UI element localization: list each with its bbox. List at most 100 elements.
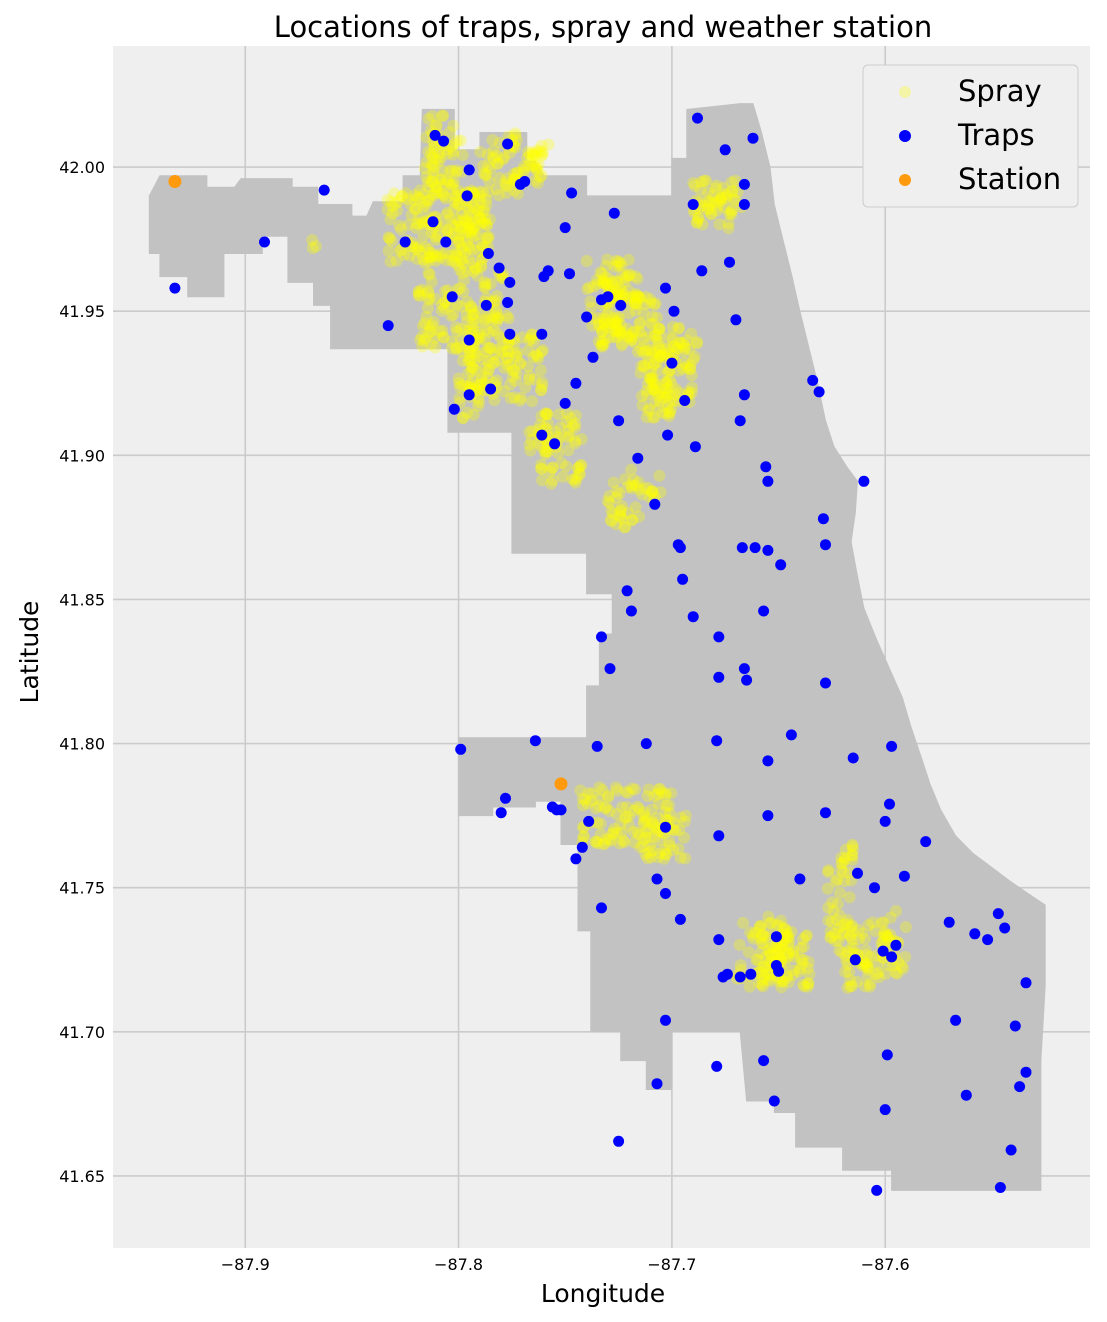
spray-point [487, 323, 500, 336]
spray-point [609, 318, 622, 331]
spray-point [655, 786, 668, 799]
spray-point [416, 283, 429, 296]
spray-point [838, 852, 851, 864]
trap-point [741, 674, 753, 686]
spray-point [471, 269, 484, 282]
spray-point [482, 230, 495, 243]
spray-point [417, 253, 429, 266]
spray-point [447, 308, 460, 321]
spray-point [714, 194, 727, 207]
spray-point [450, 341, 463, 354]
spray-point [456, 149, 469, 161]
spray-point [592, 312, 605, 324]
spray-point [460, 200, 472, 213]
spray-point [610, 325, 623, 338]
trap-point [429, 129, 441, 141]
trap-point [687, 611, 699, 623]
trap-point [794, 873, 806, 885]
spray-point [463, 325, 476, 338]
spray-point [446, 335, 459, 348]
spray-point [622, 253, 635, 266]
spray-point [477, 353, 490, 366]
spray-point [646, 485, 659, 498]
spray-point [602, 789, 615, 802]
spray-point [827, 904, 840, 917]
spray-point [614, 510, 627, 523]
spray-point [577, 831, 590, 843]
spray-point [782, 947, 795, 960]
spray-point [830, 914, 843, 926]
spray-point [788, 950, 801, 963]
spray-point [545, 477, 558, 490]
trap-point [651, 1078, 663, 1090]
spray-point [470, 364, 483, 377]
spray-point [659, 806, 672, 819]
spray-point [787, 964, 800, 977]
spray-point [591, 837, 604, 850]
trap-point [604, 663, 616, 675]
trap-point [1009, 1020, 1021, 1032]
spray-point [628, 836, 641, 849]
spray-point [626, 782, 639, 795]
spray-point [646, 371, 659, 384]
spray-point [576, 792, 589, 805]
spray-point [408, 189, 421, 201]
spray-point [756, 960, 769, 973]
spray-point [532, 352, 545, 365]
chart-title: Locations of traps, spray and weather st… [274, 10, 932, 44]
spray-point [839, 949, 852, 962]
spray-point [638, 806, 651, 819]
spray-point [692, 211, 705, 224]
spray-point [463, 203, 476, 216]
spray-point [639, 831, 652, 844]
spray-point [468, 355, 481, 368]
spray-point [394, 244, 407, 257]
spray-point [737, 916, 749, 929]
trap-point [674, 542, 686, 554]
spray-point [440, 209, 453, 221]
spray-point [538, 445, 551, 458]
spray-point [642, 351, 655, 364]
trap-point [881, 1049, 893, 1061]
spray-point [480, 168, 493, 181]
spray-point [614, 324, 627, 337]
spray-point [596, 784, 609, 796]
spray-point [862, 970, 874, 983]
spray-point [659, 813, 672, 826]
spray-point [801, 962, 814, 975]
spray-point [465, 365, 478, 378]
spray-point [599, 837, 611, 850]
spray-point [658, 852, 671, 865]
spray-point [467, 208, 480, 221]
spray-point [679, 809, 692, 822]
trap-point [879, 1104, 891, 1116]
spray-point [531, 165, 544, 178]
spray-point [756, 980, 769, 993]
spray-point [412, 285, 425, 298]
spray-point [483, 213, 496, 226]
spray-point [597, 838, 609, 851]
spray-point [822, 914, 835, 927]
trap-point [886, 951, 898, 963]
spray-point [651, 811, 664, 824]
spray-point [451, 164, 463, 177]
spray-point [715, 191, 728, 204]
spray-point [421, 193, 434, 206]
spray-point [554, 421, 567, 434]
trap-point [692, 112, 703, 124]
spray-point [607, 325, 620, 338]
spray-point [777, 943, 790, 956]
station-series [168, 175, 568, 791]
trap-point [485, 383, 497, 395]
trap-point [482, 248, 494, 259]
spray-point [428, 141, 441, 154]
spray-point [678, 815, 691, 828]
spray-point [479, 312, 492, 325]
spray-point [450, 248, 462, 261]
spray-point [795, 941, 808, 954]
spray-point [782, 931, 795, 944]
trap-point [625, 605, 637, 617]
spray-point [800, 929, 813, 942]
spray-point [829, 875, 842, 888]
spray-point [433, 147, 446, 160]
